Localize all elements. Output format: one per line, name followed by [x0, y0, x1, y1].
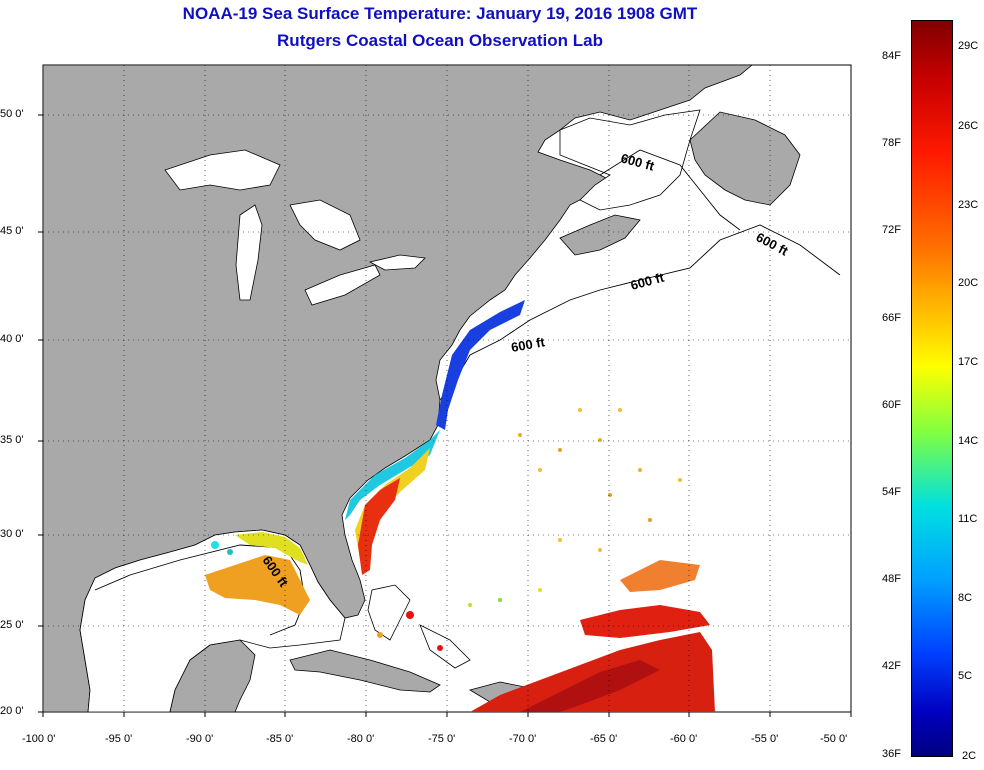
- lon-tick-label: -70 0': [509, 733, 537, 745]
- colorbar-f-label: 36F: [882, 748, 901, 760]
- lon-tick-label: -85 0': [266, 733, 294, 745]
- sst-speckles: [211, 408, 682, 651]
- colorbar-c-label: 14C: [958, 435, 979, 447]
- lon-tick-label: -60 0': [670, 733, 698, 745]
- sst-band-caribbean-dark: [520, 660, 660, 712]
- sst-patch-orange: [620, 560, 700, 592]
- water-st-lawrence: [559, 109, 701, 211]
- lon-tick-label: -65 0': [590, 733, 618, 745]
- sst-band-florida-west: [235, 532, 308, 565]
- lat-tick-label: 20 0': [0, 705, 24, 717]
- sst-band-gulf-coast: [205, 555, 310, 615]
- lon-tick-label: -90 0': [186, 733, 214, 745]
- colorbar-c-label: 11C: [958, 513, 978, 525]
- contour-label-4: 600 ft: [510, 334, 547, 355]
- lat-tick-label: 40 0': [0, 333, 24, 345]
- lon-tick-label: -100 0': [22, 733, 56, 745]
- sst-band-carolinas: [345, 430, 440, 520]
- colorbar-c-label: 29C: [958, 40, 979, 52]
- colorbar-c-label: 23C: [958, 199, 979, 211]
- colorbar-f-label: 78F: [882, 137, 901, 149]
- colorbar-f-label: 84F: [882, 50, 901, 62]
- colorbar-c-label: 20C: [958, 277, 979, 289]
- colorbar-f-label: 48F: [882, 573, 901, 585]
- colorbar-f-label: 72F: [882, 224, 901, 236]
- land-nova-scotia: [559, 214, 641, 256]
- colorbar-c-label: 8C: [958, 592, 973, 604]
- bahamas-banks: [367, 584, 471, 669]
- sst-band-mid-atlantic: [436, 300, 525, 430]
- temperature-colorbar: [911, 20, 953, 757]
- great-lake-superior: [164, 149, 281, 191]
- land-yucatan: [169, 639, 256, 713]
- colorbar-c-label: 5C: [958, 670, 973, 682]
- map-subtitle: Rutgers Coastal Ocean Observation Lab: [277, 31, 603, 50]
- colorbar-f-label: 66F: [882, 312, 901, 324]
- great-lake-huron: [289, 199, 361, 251]
- land-cuba: [289, 649, 441, 693]
- lat-tick-label: 35 0': [0, 434, 24, 446]
- lat-tick-label: 45 0': [0, 225, 24, 237]
- lon-tick-label: -80 0': [347, 733, 375, 745]
- sst-band-georgia: [355, 448, 430, 570]
- lat-tick-label: 50 0': [0, 108, 24, 120]
- sst-patch-red-east: [580, 605, 710, 638]
- axis-ticks: [38, 114, 852, 717]
- colorbar-c-label: 26C: [958, 120, 979, 132]
- colorbar-f-label: 60F: [882, 399, 901, 411]
- land-newfoundland: [689, 111, 801, 206]
- great-lake-michigan: [235, 204, 263, 301]
- lat-tick-label: 30 0': [0, 528, 24, 540]
- colorbar-c-label: 2C: [962, 750, 977, 762]
- sst-band-caribbean: [470, 632, 715, 712]
- sst-band-gulf-stream: [358, 478, 400, 575]
- lat-tick-label: 25 0': [0, 619, 24, 631]
- colorbar-f-label: 42F: [882, 660, 901, 672]
- lon-tick-label: -95 0': [105, 733, 133, 745]
- lon-tick-label: -75 0': [428, 733, 456, 745]
- colorbar-f-label: 54F: [882, 486, 901, 498]
- lon-tick-label: -50 0': [820, 733, 848, 745]
- lon-tick-label: -55 0': [751, 733, 779, 745]
- colorbar-c-label: 17C: [958, 356, 979, 368]
- map-title: NOAA-19 Sea Surface Temperature: January…: [182, 4, 698, 23]
- great-lake-erie: [304, 264, 381, 306]
- great-lake-ontario: [368, 254, 426, 271]
